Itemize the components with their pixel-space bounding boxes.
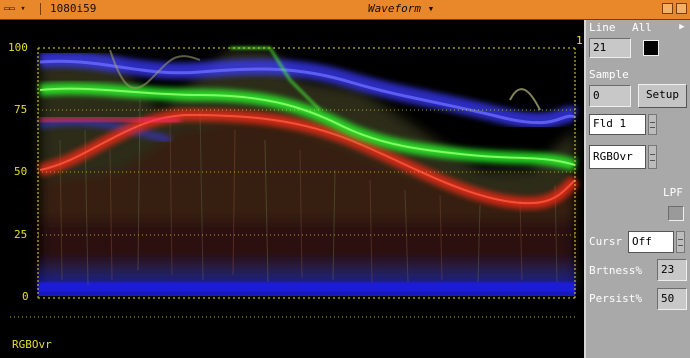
cursor-select[interactable]: Off bbox=[628, 231, 674, 253]
mode-select-spinner[interactable] bbox=[648, 145, 657, 169]
cursor-label: Cursr bbox=[589, 235, 623, 248]
video-format-label[interactable]: 1080i59 bbox=[50, 2, 97, 15]
mode-select[interactable]: RGBOvr bbox=[589, 145, 646, 169]
cursor-select-spinner[interactable] bbox=[676, 231, 685, 253]
maximize-button[interactable] bbox=[676, 3, 687, 14]
lpf-label: LPF bbox=[663, 186, 683, 199]
brightness-field[interactable]: 23 bbox=[657, 259, 687, 281]
persist-field[interactable]: 50 bbox=[657, 288, 687, 310]
green-trace bbox=[39, 46, 577, 171]
field-select-spinner[interactable] bbox=[648, 114, 657, 135]
control-panel: Line All ▶ 21 Sample 0 Setup Fld 1 RGBOv… bbox=[584, 20, 690, 358]
panel-arrow-icon[interactable]: ▶ bbox=[679, 22, 685, 32]
minimize-button[interactable] bbox=[662, 3, 673, 14]
waveform-graph bbox=[10, 46, 580, 318]
menu-icon[interactable]: ▭▭ ▾ bbox=[4, 4, 26, 14]
y-tick-100: 100 bbox=[8, 41, 28, 54]
blue-black-level bbox=[38, 282, 575, 292]
title-bar: ▭▭ ▾ 1080i59 Waveform ▾ bbox=[0, 0, 690, 20]
right-marker: 1 bbox=[576, 34, 583, 47]
lpf-checkbox[interactable] bbox=[668, 206, 684, 221]
sample-label: Sample bbox=[589, 68, 629, 81]
graticule bbox=[10, 47, 576, 318]
red-trace bbox=[38, 108, 580, 210]
waveform-scope: 100 75 50 25 0 1 RGBOvr bbox=[0, 20, 583, 358]
y-tick-25: 25 bbox=[14, 228, 28, 241]
title-divider bbox=[40, 3, 41, 15]
line-color-swatch[interactable] bbox=[643, 40, 659, 56]
brightness-label: Brtness% bbox=[589, 264, 642, 277]
field-select[interactable]: Fld 1 bbox=[589, 114, 646, 135]
window-title[interactable]: Waveform ▾ bbox=[368, 2, 435, 15]
waveform-noise bbox=[59, 99, 558, 286]
scope-mode-label: RGBOvr bbox=[12, 338, 52, 351]
y-tick-75: 75 bbox=[14, 103, 28, 116]
sample-field[interactable]: 0 bbox=[589, 85, 631, 107]
setup-button[interactable]: Setup bbox=[638, 84, 687, 108]
y-tick-0: 0 bbox=[22, 290, 29, 303]
persist-label: Persist% bbox=[589, 292, 642, 305]
window-title-text: Waveform bbox=[368, 2, 421, 15]
line-label: Line bbox=[589, 21, 616, 34]
line-number-field[interactable]: 21 bbox=[589, 38, 631, 58]
line-all-toggle[interactable]: All bbox=[632, 21, 652, 34]
y-tick-50: 50 bbox=[14, 165, 28, 178]
